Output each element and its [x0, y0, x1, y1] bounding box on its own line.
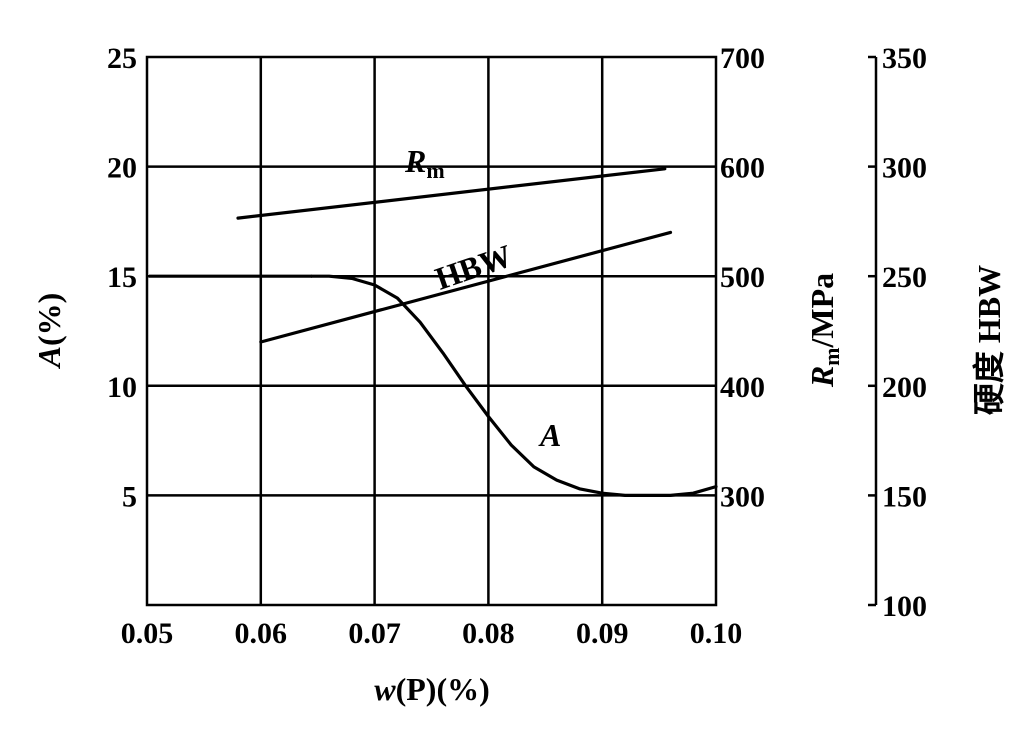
left-tick-label: 5 [122, 480, 137, 513]
x-tick-label: 0.10 [690, 617, 743, 650]
x-tick-label: 0.09 [576, 617, 629, 650]
right-tick-label: 350 [882, 42, 927, 75]
mid-tick-label: 600 [720, 152, 765, 185]
labels: 0.05 0.06 0.07 0.08 0.09 0.10 5 10 15 20 25 300 400 5… [107, 42, 927, 650]
series-label-a: A [538, 417, 561, 453]
series-lines [149, 167, 718, 497]
x-tick-label: 0.07 [348, 617, 401, 650]
series-line-rm [236, 167, 667, 220]
left-tick-label: 15 [107, 261, 137, 294]
mid-axis-label: Rm/MPa [804, 273, 844, 388]
left-axis-label-var: A [31, 346, 67, 369]
right-tick-label: 300 [882, 152, 927, 185]
right-tick-label: 100 [882, 590, 927, 623]
right-axis-label: 硬度 HBW [971, 265, 1007, 415]
mid-tick-label: 500 [720, 261, 765, 294]
x-axis-label-rest: (P)(%) [396, 671, 490, 707]
grid-lines [147, 57, 716, 605]
mid-tick-label: 300 [720, 480, 765, 513]
x-axis-label: w(P)(%) [374, 671, 490, 707]
series-line-hbw [259, 230, 673, 344]
series-label-hbw: HBW [431, 237, 517, 297]
left-tick-label: 10 [107, 371, 137, 404]
x-axis-label-var: w [374, 671, 396, 707]
plot-frame [145, 55, 718, 607]
right-tick-label: 250 [882, 261, 927, 294]
series-label-rm: Rm [404, 143, 445, 183]
right-tick-label: 200 [882, 371, 927, 404]
x-tick-label: 0.08 [462, 617, 515, 650]
axes [145, 55, 878, 607]
mid-tick-label: 700 [720, 42, 765, 75]
series-line-a [310, 274, 718, 497]
left-tick-label: 20 [107, 152, 137, 185]
right-tick-label: 150 [882, 480, 927, 513]
left-tick-label: 25 [107, 42, 137, 75]
mid-axis-label-var: R [804, 366, 840, 388]
x-tick-label: 0.06 [235, 617, 288, 650]
left-axis-label-rest: (%) [31, 293, 67, 346]
series-label-rm-sub: m [426, 158, 444, 183]
mid-axis-label-sub: m [819, 347, 844, 365]
x-tick-label: 0.05 [121, 617, 174, 650]
series-label-rm-main: R [404, 143, 426, 179]
left-axis-label: A(%) [31, 293, 67, 370]
mid-axis-label-rest: /MPa [804, 273, 840, 349]
mid-tick-label: 400 [720, 371, 765, 404]
